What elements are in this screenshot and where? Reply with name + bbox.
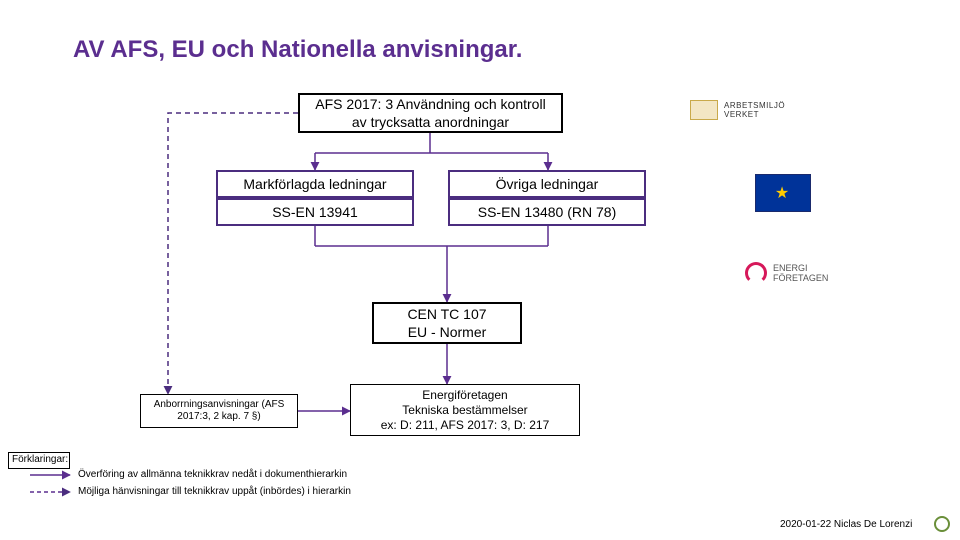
logo-eu-flag: ★: [755, 174, 811, 212]
footer-date-author: 2020-01-22 Niclas De Lorenzi: [780, 519, 912, 530]
legend-item-dashed: Möjliga hänvisningar till teknikkrav upp…: [78, 486, 351, 497]
node-markforlagda: Markförlagda ledningar: [216, 170, 414, 198]
legend-heading-box: Förklaringar:: [8, 452, 70, 469]
logo-arbetsmiljoverket: ARBETSMILJÖ VERKET: [690, 100, 785, 120]
node-energi-label: Energiföretagen Tekniska bestämmelser ex…: [381, 388, 550, 433]
logo-ef-text: ENERGI FÖRETAGEN: [773, 263, 828, 283]
node-markforlagda-label: Markförlagda ledningar: [243, 175, 386, 193]
legend-heading: Förklaringar:: [12, 454, 68, 467]
node-anborrning-label: Anborrningsanvisningar (AFS 2017:3, 2 ka…: [147, 399, 291, 424]
legend-arrows: [30, 475, 70, 492]
node-anborrning: Anborrningsanvisningar (AFS 2017:3, 2 ka…: [140, 394, 298, 428]
node-cen-tc107: CEN TC 107 EU - Normer: [372, 302, 522, 344]
node-ovriga: Övriga ledningar: [448, 170, 646, 198]
page-title: AV AFS, EU och Nationella anvisningar.: [73, 36, 522, 64]
node-ssen-13941-label: SS-EN 13941: [272, 203, 358, 221]
node-afs-label: AFS 2017: 3 Användning och kontroll av t…: [308, 95, 553, 131]
node-afs: AFS 2017: 3 Användning och kontroll av t…: [298, 93, 563, 133]
footer-logo-icon: [934, 516, 950, 532]
node-cen-label: CEN TC 107 EU - Normer: [407, 305, 486, 341]
node-ssen-13941: SS-EN 13941: [216, 198, 414, 226]
ef-mark-icon: [745, 262, 767, 284]
node-ovriga-label: Övriga ledningar: [496, 175, 599, 193]
eu-flag-icon: ★: [755, 174, 811, 212]
node-energiforetagen: Energiföretagen Tekniska bestämmelser ex…: [350, 384, 580, 436]
legend-item-solid: Överföring av allmänna teknikkrav nedåt …: [78, 469, 347, 480]
node-ssen-13480: SS-EN 13480 (RN 78): [448, 198, 646, 226]
connectors: [168, 113, 548, 411]
node-ssen-13480-label: SS-EN 13480 (RN 78): [478, 203, 617, 221]
logo-av-mark: [690, 100, 718, 120]
logo-energiforetagen: ENERGI FÖRETAGEN: [745, 262, 828, 284]
logo-av-text: ARBETSMILJÖ VERKET: [724, 101, 785, 119]
